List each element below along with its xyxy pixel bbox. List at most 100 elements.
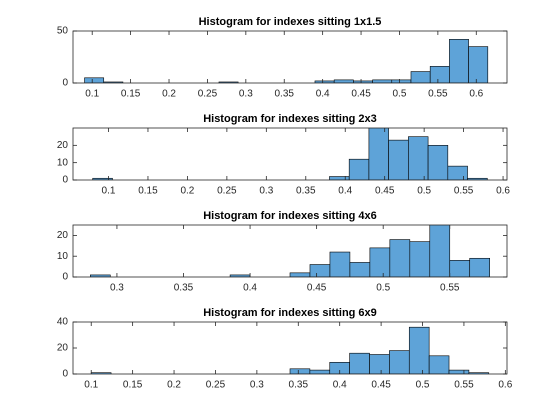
- x-tick-label: 0.1: [102, 186, 116, 197]
- bar: [348, 158, 370, 180]
- x-tick-label: 0.25: [198, 89, 218, 100]
- x-tick-label: 0.35: [289, 380, 309, 391]
- x-tick-label: 0.2: [167, 380, 181, 391]
- bar: [329, 251, 351, 277]
- x-tick-label: 0.45: [371, 380, 391, 391]
- bar: [369, 247, 391, 277]
- x-tick-label: 0.5: [417, 186, 431, 197]
- y-tick-label: 20: [57, 343, 69, 354]
- x-tick-label: 0.1: [84, 380, 98, 391]
- bar: [369, 354, 390, 374]
- x-tick-label: 0.3: [250, 380, 264, 391]
- chart-title: Histogram for indexes sitting 6x9: [203, 307, 377, 319]
- bar: [349, 262, 371, 277]
- bar: [449, 260, 471, 277]
- bar: [410, 71, 431, 83]
- chart-title: Histogram for indexes sitting 4x6: [203, 210, 377, 222]
- y-tick-label: 0: [62, 272, 68, 283]
- bar: [389, 350, 410, 374]
- subplot: 0.1 0.15 0.2 0.25 0.3 0.35 0.4 0.45 0.5 0.55 0.6 0 2…: [57, 307, 513, 391]
- bar: [409, 241, 431, 277]
- bars: [92, 128, 488, 180]
- bar: [388, 139, 409, 180]
- x-tick-label: 0.6: [498, 380, 512, 391]
- axes-box: [72, 30, 508, 84]
- y-tick-label: 10: [57, 157, 69, 168]
- bar: [329, 176, 350, 180]
- bar: [84, 77, 105, 83]
- axes-box: [72, 127, 508, 181]
- x-tick-label: 0.5: [393, 89, 407, 100]
- bar: [447, 165, 468, 180]
- x-tick-label: 0.25: [217, 186, 237, 197]
- x-tick-label: 0.2: [162, 89, 176, 100]
- y-tick-label: 0: [62, 78, 68, 89]
- bar: [427, 145, 449, 180]
- x-tick-label: 0.3: [259, 186, 273, 197]
- x-tick-label: 0.4: [243, 283, 257, 294]
- x-tick-label: 0.25: [206, 380, 226, 391]
- bar: [309, 264, 331, 277]
- axes-box: [72, 224, 508, 278]
- x-tick-label: 0.15: [121, 89, 141, 100]
- x-tick-label: 0.2: [180, 186, 194, 197]
- chart-title: Histogram for indexes sitting 2x3: [203, 113, 377, 125]
- x-tick-label: 0.5: [376, 283, 390, 294]
- bars: [90, 326, 490, 374]
- bar: [468, 372, 490, 374]
- bar: [368, 128, 389, 180]
- y-tick-label: 0: [62, 175, 68, 186]
- x-tick-label: 0.55: [440, 283, 460, 294]
- x-tick-label: 0.55: [454, 186, 474, 197]
- subplot: 0.1 0.15 0.2 0.25 0.3 0.35 0.4 0.45 0.5 0.55 0.6 0 1…: [57, 113, 511, 197]
- subplot: 0.1 0.15 0.2 0.25 0.3 0.35 0.4 0.45 0.5 0.55 0.6 0 5…: [57, 16, 508, 100]
- x-tick-label: 0.4: [316, 89, 330, 100]
- x-tick-label: 0.35: [174, 283, 194, 294]
- x-tick-label: 0.55: [428, 89, 448, 100]
- bar: [469, 257, 490, 277]
- chart-title: Histogram for indexes sitting 1x1.5: [199, 16, 382, 28]
- bar: [372, 79, 393, 83]
- x-tick-label: 0.6: [469, 89, 483, 100]
- bar: [333, 79, 354, 83]
- y-tick-label: 0: [62, 369, 68, 380]
- bar: [90, 274, 111, 277]
- y-tick-label: 20: [57, 140, 69, 151]
- x-tick-label: 0.3: [239, 89, 253, 100]
- bar: [289, 272, 311, 277]
- bar: [428, 355, 450, 374]
- x-tick-label: 0.15: [138, 186, 158, 197]
- x-tick-label: 0.5: [416, 380, 430, 391]
- bar: [391, 79, 412, 83]
- x-tick-label: 0.15: [123, 380, 143, 391]
- x-tick-label: 0.45: [351, 89, 371, 100]
- y-tick-label: 20: [57, 230, 69, 241]
- bar: [429, 225, 451, 277]
- x-tick-label: 0.4: [338, 186, 352, 197]
- bar: [408, 326, 430, 374]
- y-tick-label: 50: [57, 26, 69, 37]
- x-tick-label: 0.1: [85, 89, 99, 100]
- bars: [90, 225, 490, 277]
- x-tick-label: 0.3: [110, 283, 124, 294]
- bar: [389, 239, 411, 277]
- bar: [349, 352, 370, 374]
- x-tick-label: 0.35: [275, 89, 295, 100]
- bar: [408, 136, 429, 180]
- bar: [309, 369, 331, 374]
- x-tick-label: 0.55: [454, 380, 474, 391]
- y-tick-label: 10: [57, 251, 69, 262]
- bar: [429, 66, 450, 83]
- bar: [449, 39, 469, 83]
- subplot: 0.3 0.35 0.4 0.45 0.5 0.55 0 10 20 Histogram for …: [57, 210, 508, 294]
- x-tick-label: 0.6: [496, 186, 510, 197]
- y-tick-label: 40: [57, 317, 69, 328]
- bar: [448, 369, 470, 374]
- bar: [468, 46, 489, 83]
- x-tick-label: 0.35: [296, 186, 316, 197]
- x-tick-label: 0.4: [333, 380, 347, 391]
- x-tick-label: 0.45: [375, 186, 395, 197]
- bar: [289, 368, 311, 374]
- x-tick-label: 0.45: [307, 283, 327, 294]
